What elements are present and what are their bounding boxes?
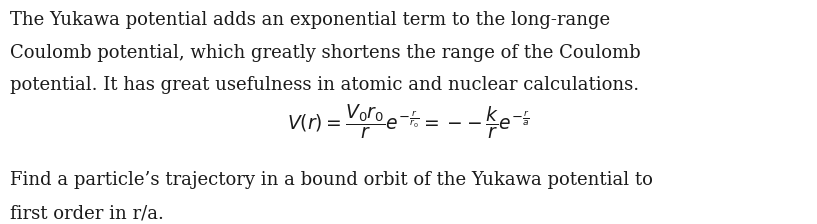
Text: Find a particle’s trajectory in a bound orbit of the Yukawa potential to: Find a particle’s trajectory in a bound … — [10, 171, 653, 189]
Text: potential. It has great usefulness in atomic and nuclear calculations.: potential. It has great usefulness in at… — [10, 76, 639, 94]
Text: $V(r) = \dfrac{V_0 r_0}{r} e^{-\frac{r}{r_0}} = -\!-\dfrac{k}{r} e^{-\frac{r}{a}: $V(r) = \dfrac{V_0 r_0}{r} e^{-\frac{r}{… — [287, 103, 530, 141]
Text: first order in r/a.: first order in r/a. — [10, 205, 163, 223]
Text: Coulomb potential, which greatly shortens the range of the Coulomb: Coulomb potential, which greatly shorten… — [10, 44, 641, 62]
Text: The Yukawa potential adds an exponential term to the long-range: The Yukawa potential adds an exponential… — [10, 11, 610, 29]
